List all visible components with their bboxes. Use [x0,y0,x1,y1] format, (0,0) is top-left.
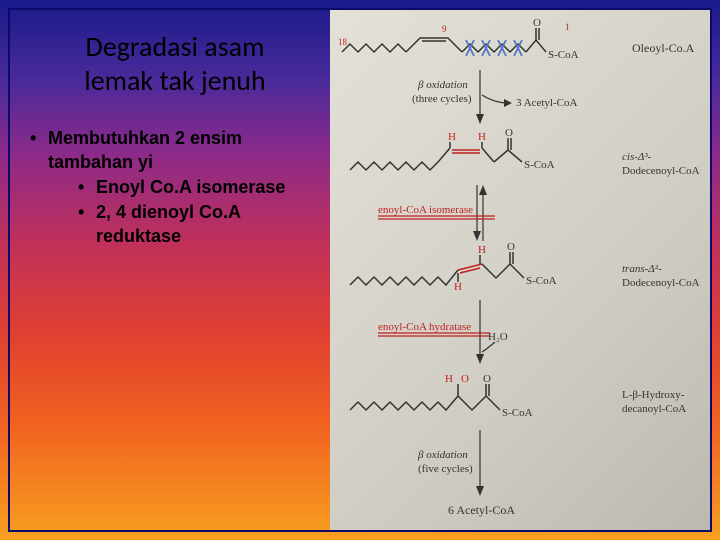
bullet-level-1: • Membutuhkan 2 ensim tambahan yi [30,127,320,174]
carbon-18-label: 18 [338,37,348,47]
step5-l1: β oxidation [417,449,468,461]
bullet-list: • Membutuhkan 2 ensim tambahan yi • Enoy… [30,127,320,248]
bullet-text-2a: Enoyl Co.A isomerase [96,176,285,199]
h-red: H [478,244,486,256]
chain-segment [342,44,406,52]
h-atom-red: H [478,131,486,143]
chain-4 [350,396,458,410]
to-carbonyl-3 [482,264,524,278]
text-content: Degradasi asam lemak tak jenuh • Membutu… [30,30,320,250]
bullet-dot-icon: • [78,176,96,199]
bullet-text-2b: 2, 4 dienoyl Co.A reduktase [96,201,320,248]
sulfur-label: S-CoA [548,49,579,61]
enzyme-isomerase: enoyl-CoA isomerase [378,204,473,216]
svg-text:S-CoA: S-CoA [502,407,533,419]
step5-l2: (five cycles) [418,463,473,475]
bullet-level-2b: • 2, 4 dienoyl Co.A reduktase [78,201,320,248]
svg-text:O: O [483,373,491,385]
c-o-dbl [536,28,539,40]
bullet-dot-icon: • [78,201,96,248]
chain-2 [350,162,438,170]
slide-title: Degradasi asam lemak tak jenuh [30,30,320,97]
compound4-l1: L-β-Hydroxy- [622,389,685,401]
ch [438,142,450,162]
svg-text:S-CoA: S-CoA [526,275,557,287]
step1-label-2: (three cycles) [412,93,472,105]
oxygen-atom: O [533,17,541,29]
pathway-figure: 18 9 1 O S-CoA Oleoyl-Co.A β oxidation (… [330,10,710,530]
bullet-level-2a: • Enoyl Co.A isomerase [78,176,320,199]
acetyl-3: 3 Acetyl-CoA [516,97,577,109]
cis-dbl-red [452,150,480,153]
compound2-l1: cis-Δ³- [622,151,652,163]
enzyme-hydratase: enoyl-CoA hydratase [378,321,471,333]
step1-label-1: β oxidation [417,79,468,91]
carbon-1-label: 1 [565,22,570,32]
bullet-dot-icon: • [30,127,48,174]
chain-3 [350,270,458,285]
compound4-l2: decanoyl-CoA [622,403,686,415]
to-carbonyl-4 [458,396,500,410]
to-carbonyl-2 [494,150,522,162]
ch2 [482,142,494,162]
compound-oleoyl: Oleoyl-Co.A [632,41,695,55]
final-product: 6 Acetyl-CoA [448,503,515,517]
title-line-1: Degradasi asam [86,29,265,64]
compound3-l1: trans-Δ²- [622,263,662,275]
svg-text:H: H [454,281,462,293]
svg-text:O: O [507,241,515,253]
arrow-head-icon [476,114,484,124]
compound3-l2: Dodecenoyl-CoA [622,277,700,289]
carbonyl [526,40,546,52]
h-atom-red: H [448,131,456,143]
trans-dbl [458,264,482,273]
svg-text:O: O [461,373,469,385]
svg-text:H₂O: H₂O [488,331,508,343]
compound2-l2: Dodecenoyl-CoA [622,165,700,177]
title-line-2: lemak tak jenuh [84,63,265,98]
svg-text:O: O [505,127,513,139]
svg-text:S-CoA: S-CoA [524,159,555,171]
carbon-9-label: 9 [442,24,447,34]
cis-bond [406,38,462,52]
svg-text:H: H [445,373,453,385]
bullet-text-1: Membutuhkan 2 ensim tambahan yi [48,127,320,174]
